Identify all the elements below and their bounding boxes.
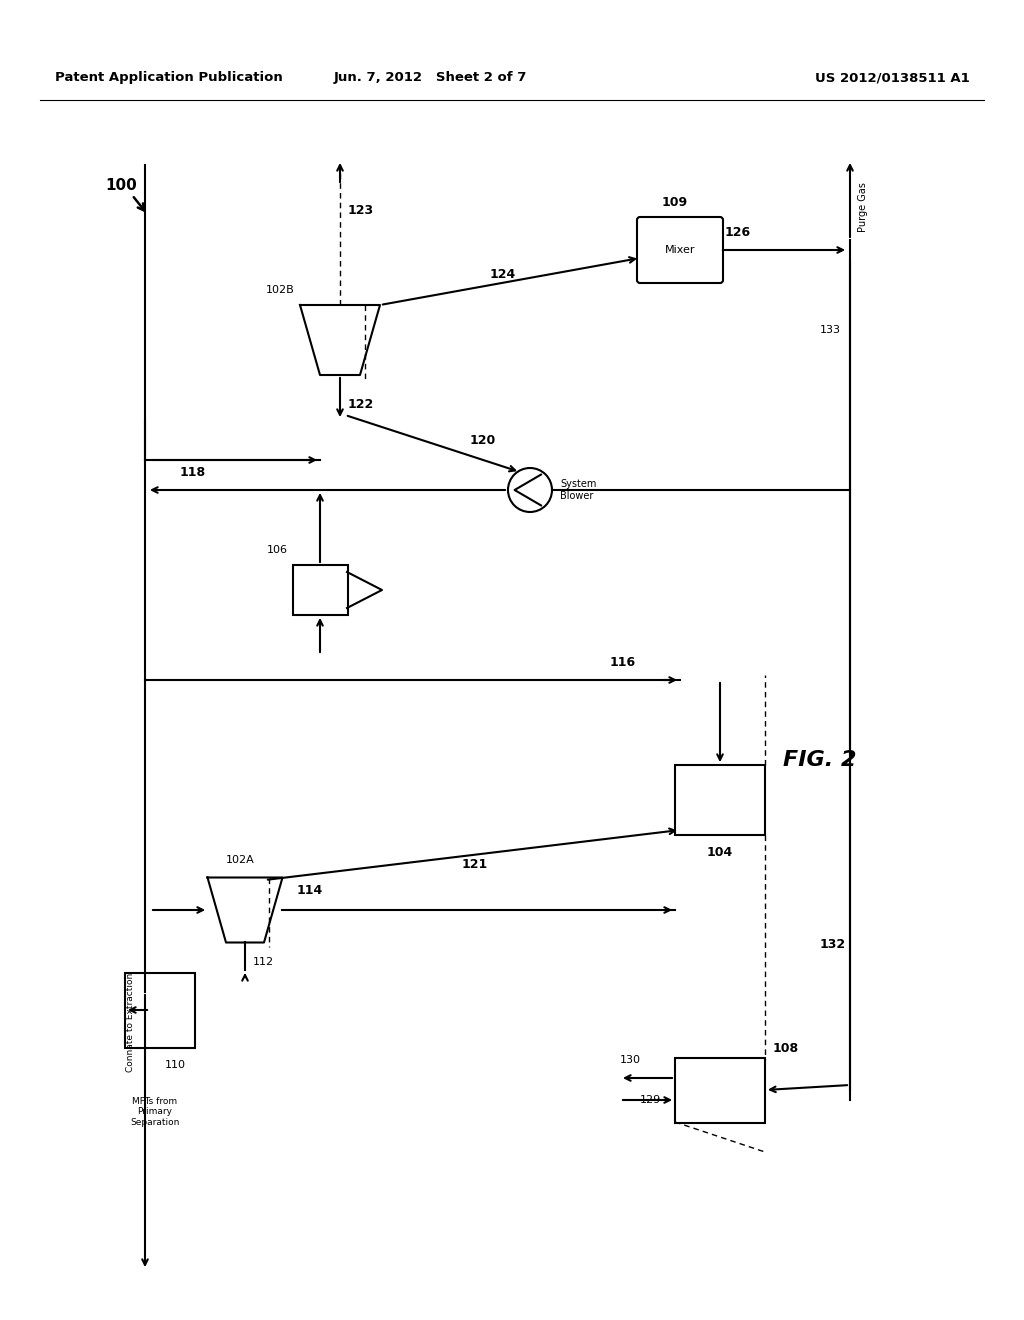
Text: Patent Application Publication: Patent Application Publication: [55, 71, 283, 84]
Text: FIG. 2: FIG. 2: [783, 750, 857, 770]
Text: 108: 108: [773, 1041, 799, 1055]
Text: 129: 129: [640, 1096, 662, 1105]
Text: 126: 126: [725, 226, 752, 239]
Text: 110: 110: [165, 1060, 186, 1071]
Text: US 2012/0138511 A1: US 2012/0138511 A1: [815, 71, 970, 84]
Text: 114: 114: [297, 883, 324, 896]
Bar: [293, 565, 347, 615]
Text: 122: 122: [348, 399, 374, 412]
Text: 116: 116: [610, 656, 636, 668]
Bar: [125, 973, 195, 1048]
Text: MFTs from
Primary
Separation: MFTs from Primary Separation: [130, 1097, 179, 1127]
Text: 133: 133: [820, 325, 841, 335]
Text: 118: 118: [180, 466, 206, 479]
Text: Jun. 7, 2012   Sheet 2 of 7: Jun. 7, 2012 Sheet 2 of 7: [334, 71, 526, 84]
Text: 100: 100: [105, 177, 137, 193]
Text: 123: 123: [348, 203, 374, 216]
Text: Purge Gas: Purge Gas: [858, 182, 868, 232]
FancyBboxPatch shape: [637, 216, 723, 282]
Text: 109: 109: [662, 195, 688, 209]
Text: Connate to Extraction: Connate to Extraction: [126, 973, 135, 1072]
Bar: [675, 766, 765, 836]
Text: 102B: 102B: [266, 285, 295, 294]
Text: 104: 104: [707, 846, 733, 859]
Bar: [675, 1057, 765, 1122]
Text: Mixer: Mixer: [665, 246, 695, 255]
Text: 120: 120: [470, 433, 497, 446]
Text: 112: 112: [253, 957, 274, 968]
Text: 102A: 102A: [225, 855, 254, 865]
Text: System
Blower: System Blower: [560, 479, 596, 500]
Text: 124: 124: [490, 268, 516, 281]
Text: 106: 106: [267, 545, 288, 554]
Text: 130: 130: [620, 1055, 641, 1065]
Text: 121: 121: [462, 858, 488, 871]
Text: 132: 132: [820, 939, 846, 952]
